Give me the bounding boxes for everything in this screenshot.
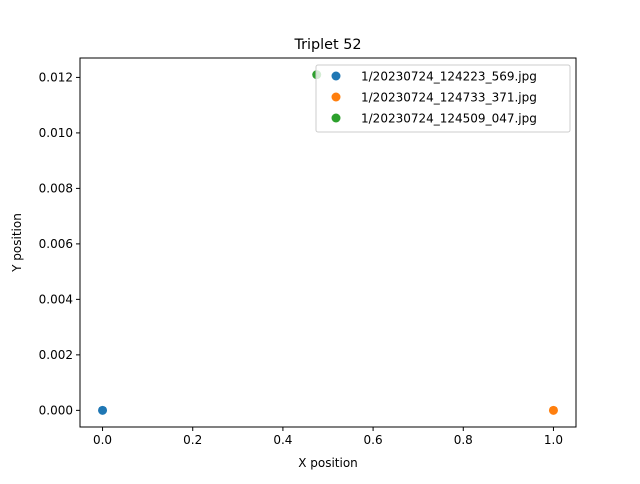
y-tick-label: 0.012	[39, 70, 73, 84]
legend-marker	[331, 113, 341, 123]
data-point-series-2	[548, 405, 558, 415]
legend: 1/20230724_124223_569.jpg 1/20230724_1247…	[315, 64, 571, 133]
x-tick-label: 0.0	[93, 433, 112, 447]
x-tick-label: 0.8	[454, 433, 473, 447]
chart-title: Triplet 52	[293, 37, 361, 53]
x-tick-label: 0.4	[273, 433, 292, 447]
x-tick-label: 0.6	[364, 433, 383, 447]
legend-box	[315, 64, 571, 133]
x-axis: 0.0 0.2 0.4 0.6 0.8 1.0	[93, 427, 563, 447]
legend-marker	[331, 71, 341, 81]
x-tick-label: 1.0	[544, 433, 563, 447]
x-tick-label: 0.2	[183, 433, 202, 447]
y-tick-label: 0.010	[39, 126, 73, 140]
y-tick-label: 0.006	[39, 237, 73, 251]
plot-area-frame	[79, 57, 577, 428]
x-axis-label: X position	[298, 456, 358, 470]
y-tick-label: 0.008	[39, 181, 73, 195]
legend-label: 1/20230724_124509_047.jpg	[361, 112, 537, 126]
y-axis-label: Y position	[10, 213, 24, 273]
y-tick-label: 0.002	[39, 348, 73, 362]
legend-marker	[331, 92, 341, 102]
y-tick-label: 0.004	[39, 292, 73, 306]
y-tick-label: 0.000	[39, 403, 73, 417]
legend-label: 1/20230724_124223_569.jpg	[361, 70, 537, 84]
data-point-series-1	[98, 405, 108, 415]
legend-label: 1/20230724_124733_371.jpg	[361, 91, 537, 105]
y-axis: 0.000 0.002 0.004 0.006 0.008 0.010 0.012	[39, 70, 80, 417]
